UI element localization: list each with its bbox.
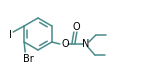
Text: O: O [72, 22, 80, 32]
Text: N: N [82, 39, 90, 49]
Text: O: O [61, 39, 69, 49]
Text: I: I [9, 30, 12, 40]
Text: Br: Br [23, 54, 34, 64]
